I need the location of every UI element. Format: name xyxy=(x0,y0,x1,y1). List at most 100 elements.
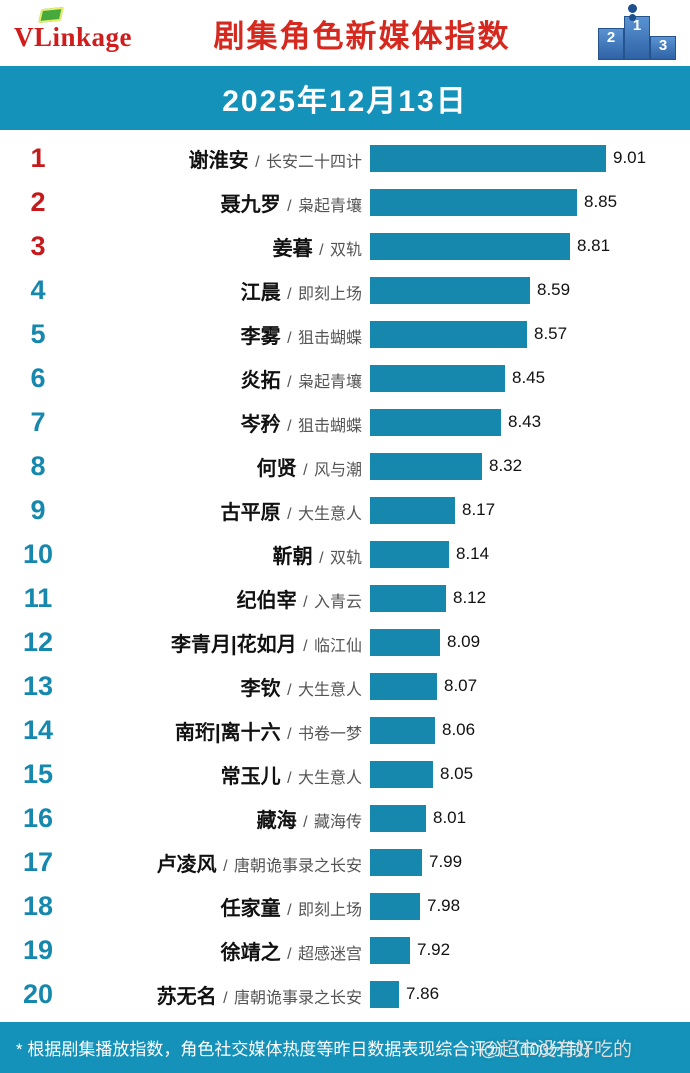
character-name: 谢淮安 xyxy=(188,149,249,172)
index-value: 8.43 xyxy=(508,412,542,431)
separator: / xyxy=(223,857,232,875)
row-label: 任家童 / 即刻上场 xyxy=(76,892,362,921)
show-name: 双轨 xyxy=(329,241,362,259)
row-label: 纪伯宰 / 入青云 xyxy=(76,584,362,613)
rank-number: 20 xyxy=(22,978,54,1009)
index-bar xyxy=(370,408,501,436)
separator: / xyxy=(303,593,312,611)
character-name: 常玉儿 xyxy=(220,765,281,788)
ranking-row: 8 何贤 / 风与潮 8.32 xyxy=(0,444,690,488)
ranking-row: 17 卢凌风 / 唐朝诡事录之长安 7.99 xyxy=(0,840,690,884)
rank-number: 5 xyxy=(30,318,46,349)
index-bar xyxy=(370,628,440,656)
podium-step-1: 1 xyxy=(624,16,650,60)
show-name: 即刻上场 xyxy=(297,901,362,919)
row-label: 南珩|离十六 / 书卷一梦 xyxy=(76,716,362,745)
index-value: 8.57 xyxy=(534,324,568,343)
index-value: 8.14 xyxy=(456,544,490,563)
separator: / xyxy=(303,637,312,655)
index-bar xyxy=(370,804,426,832)
ranking-row: 12 李青月|花如月 / 临江仙 8.09 xyxy=(0,620,690,664)
index-value: 7.98 xyxy=(427,896,461,915)
rank-number: 1 xyxy=(30,142,46,173)
ranking-row: 6 炎拓 / 枭起青壤 8.45 xyxy=(0,356,690,400)
bar-area: 7.98 xyxy=(362,892,690,920)
row-label: 常玉儿 / 大生意人 xyxy=(76,760,362,789)
index-bar xyxy=(370,980,399,1008)
podium-icon: 2 1 3 xyxy=(592,4,676,60)
index-value: 8.06 xyxy=(442,720,476,739)
footer: * 根据剧集播放指数，角色社交媒体热度等昨日数据表现综合评分（100分制） @超… xyxy=(0,1022,690,1073)
character-name: 岑矜 xyxy=(240,413,281,436)
index-value: 7.92 xyxy=(417,940,451,959)
separator: / xyxy=(287,505,296,523)
row-label: 姜暮 / 双轨 xyxy=(76,232,362,261)
row-label: 古平原 / 大生意人 xyxy=(76,496,362,525)
row-label: 李青月|花如月 / 临江仙 xyxy=(76,628,362,657)
index-value: 8.85 xyxy=(584,192,618,211)
rank-number: 15 xyxy=(22,758,54,789)
show-name: 枭起青壤 xyxy=(297,373,362,391)
show-name: 枭起青壤 xyxy=(297,197,362,215)
rank-number: 10 xyxy=(22,538,54,569)
bar-area: 8.09 xyxy=(362,628,690,656)
separator: / xyxy=(303,813,312,831)
rank-number: 16 xyxy=(22,802,54,833)
character-name: 江晨 xyxy=(240,281,281,304)
index-value: 8.81 xyxy=(577,236,611,255)
show-name: 双轨 xyxy=(329,549,362,567)
ranking-row: 19 徐靖之 / 超感迷宫 7.92 xyxy=(0,928,690,972)
bar-area: 8.07 xyxy=(362,672,690,700)
show-name: 风与潮 xyxy=(313,461,362,479)
rank-number: 4 xyxy=(30,274,46,305)
bar-area: 7.99 xyxy=(362,848,690,876)
show-name: 大生意人 xyxy=(297,769,362,787)
character-name: 苏无名 xyxy=(156,985,217,1008)
character-name: 任家童 xyxy=(220,897,281,920)
separator: / xyxy=(287,417,296,435)
show-name: 书卷一梦 xyxy=(297,725,362,743)
separator: / xyxy=(287,901,296,919)
ranking-row: 10 靳朝 / 双轨 8.14 xyxy=(0,532,690,576)
character-name: 卢凌风 xyxy=(156,853,217,876)
index-bar xyxy=(370,672,437,700)
bar-area: 8.14 xyxy=(362,540,690,568)
vlinkage-logo: VLinkage xyxy=(14,6,132,53)
show-name: 大生意人 xyxy=(297,505,362,523)
index-value: 9.01 xyxy=(613,148,647,167)
bar-area: 8.85 xyxy=(362,188,690,216)
bar-area: 8.57 xyxy=(362,320,690,348)
row-label: 炎拓 / 枭起青壤 xyxy=(76,364,362,393)
separator: / xyxy=(223,989,232,1007)
bar-area: 8.06 xyxy=(362,716,690,744)
index-bar xyxy=(370,892,420,920)
separator: / xyxy=(319,549,328,567)
header: VLinkage 剧集角色新媒体指数 2 1 3 xyxy=(0,0,690,66)
rank-number: 18 xyxy=(22,890,54,921)
index-value: 8.01 xyxy=(433,808,467,827)
rank-number: 17 xyxy=(22,846,54,877)
index-value: 8.07 xyxy=(444,676,478,695)
row-label: 靳朝 / 双轨 xyxy=(76,540,362,569)
row-label: 谢淮安 / 长安二十四计 xyxy=(76,144,362,173)
separator: / xyxy=(287,769,296,787)
show-name: 大生意人 xyxy=(297,681,362,699)
index-bar xyxy=(370,188,577,216)
bar-area: 8.12 xyxy=(362,584,690,612)
podium-step-2: 2 xyxy=(598,28,624,60)
rank-number: 7 xyxy=(30,406,46,437)
index-value: 8.05 xyxy=(440,764,474,783)
index-value: 7.86 xyxy=(406,984,440,1003)
separator: / xyxy=(303,461,312,479)
index-value: 8.59 xyxy=(537,280,571,299)
index-bar xyxy=(370,232,570,260)
ranking-row: 2 聂九罗 / 枭起青壤 8.85 xyxy=(0,180,690,224)
index-bar xyxy=(370,584,446,612)
rank-number: 19 xyxy=(22,934,54,965)
ranking-row: 3 姜暮 / 双轨 8.81 xyxy=(0,224,690,268)
index-bar xyxy=(370,276,530,304)
ranking-row: 18 任家童 / 即刻上场 7.98 xyxy=(0,884,690,928)
separator: / xyxy=(287,945,296,963)
index-bar xyxy=(370,144,606,172)
